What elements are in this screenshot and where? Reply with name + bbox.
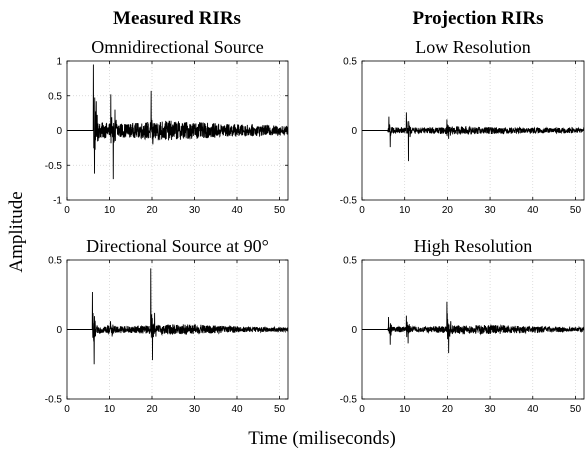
y-tick-label: 0.5 — [48, 91, 62, 102]
x-tick-label: 10 — [104, 404, 116, 415]
y-tick-label: 0 — [56, 325, 62, 336]
y-tick-label: 0.5 — [343, 256, 357, 267]
x-tick-label: 10 — [104, 205, 116, 216]
x-tick-label: 30 — [189, 205, 201, 216]
x-tick-label: 10 — [399, 205, 411, 216]
y-axis-label: Amplitude — [6, 191, 27, 272]
x-tick-label: 20 — [442, 404, 454, 415]
x-tick-label: 30 — [485, 205, 497, 216]
x-tick-label: 40 — [527, 205, 539, 216]
panel-directional-90: Directional Source at 90° 0 10 20 30 40 50 -0.5… — [45, 236, 289, 415]
series-line — [67, 64, 289, 180]
x-tick-label: 0 — [359, 205, 365, 216]
x-tick-label: 0 — [359, 404, 365, 415]
panel-title: Omnidirectional Source — [91, 37, 263, 57]
y-tick-label: 0 — [351, 325, 357, 336]
x-tick-label: 20 — [146, 205, 158, 216]
x-tick-label: 50 — [274, 205, 286, 216]
x-tick-label: 50 — [274, 404, 286, 415]
y-tick-label: -0.5 — [45, 395, 63, 406]
x-tick-label: 40 — [527, 404, 539, 415]
x-axis-label: Time (miliseconds) — [248, 428, 396, 449]
series-line — [67, 268, 289, 365]
y-tick-label: 0.5 — [343, 57, 357, 68]
y-tick-label: -0.5 — [45, 161, 63, 172]
panel-title: High Resolution — [414, 236, 533, 256]
x-tick-label: 30 — [485, 404, 497, 415]
x-tick-label: 40 — [231, 404, 243, 415]
column-title-projection: Projection RIRs — [412, 8, 543, 29]
x-tick-label: 50 — [570, 205, 582, 216]
series-line — [362, 112, 585, 162]
x-tick-label: 50 — [570, 404, 582, 415]
column-title-measured: Measured RIRs — [113, 8, 241, 29]
y-tick-label: -0.5 — [340, 395, 358, 406]
y-tick-label: 1 — [56, 57, 62, 68]
y-tick-label: 0.5 — [48, 256, 62, 267]
panel-title: Directional Source at 90° — [86, 236, 269, 256]
y-tick-label: -1 — [53, 196, 62, 207]
x-tick-label: 20 — [442, 205, 454, 216]
x-tick-label: 40 — [231, 205, 243, 216]
y-tick-label: 0 — [351, 126, 357, 137]
series-line — [362, 301, 585, 354]
x-tick-label: 0 — [64, 205, 70, 216]
y-tick-label: 0 — [56, 126, 62, 137]
x-tick-label: 20 — [146, 404, 158, 415]
y-tick-label: -0.5 — [340, 196, 358, 207]
panel-title: Low Resolution — [415, 37, 531, 57]
x-tick-label: 0 — [64, 404, 70, 415]
x-tick-label: 10 — [399, 404, 411, 415]
x-tick-label: 30 — [189, 404, 201, 415]
